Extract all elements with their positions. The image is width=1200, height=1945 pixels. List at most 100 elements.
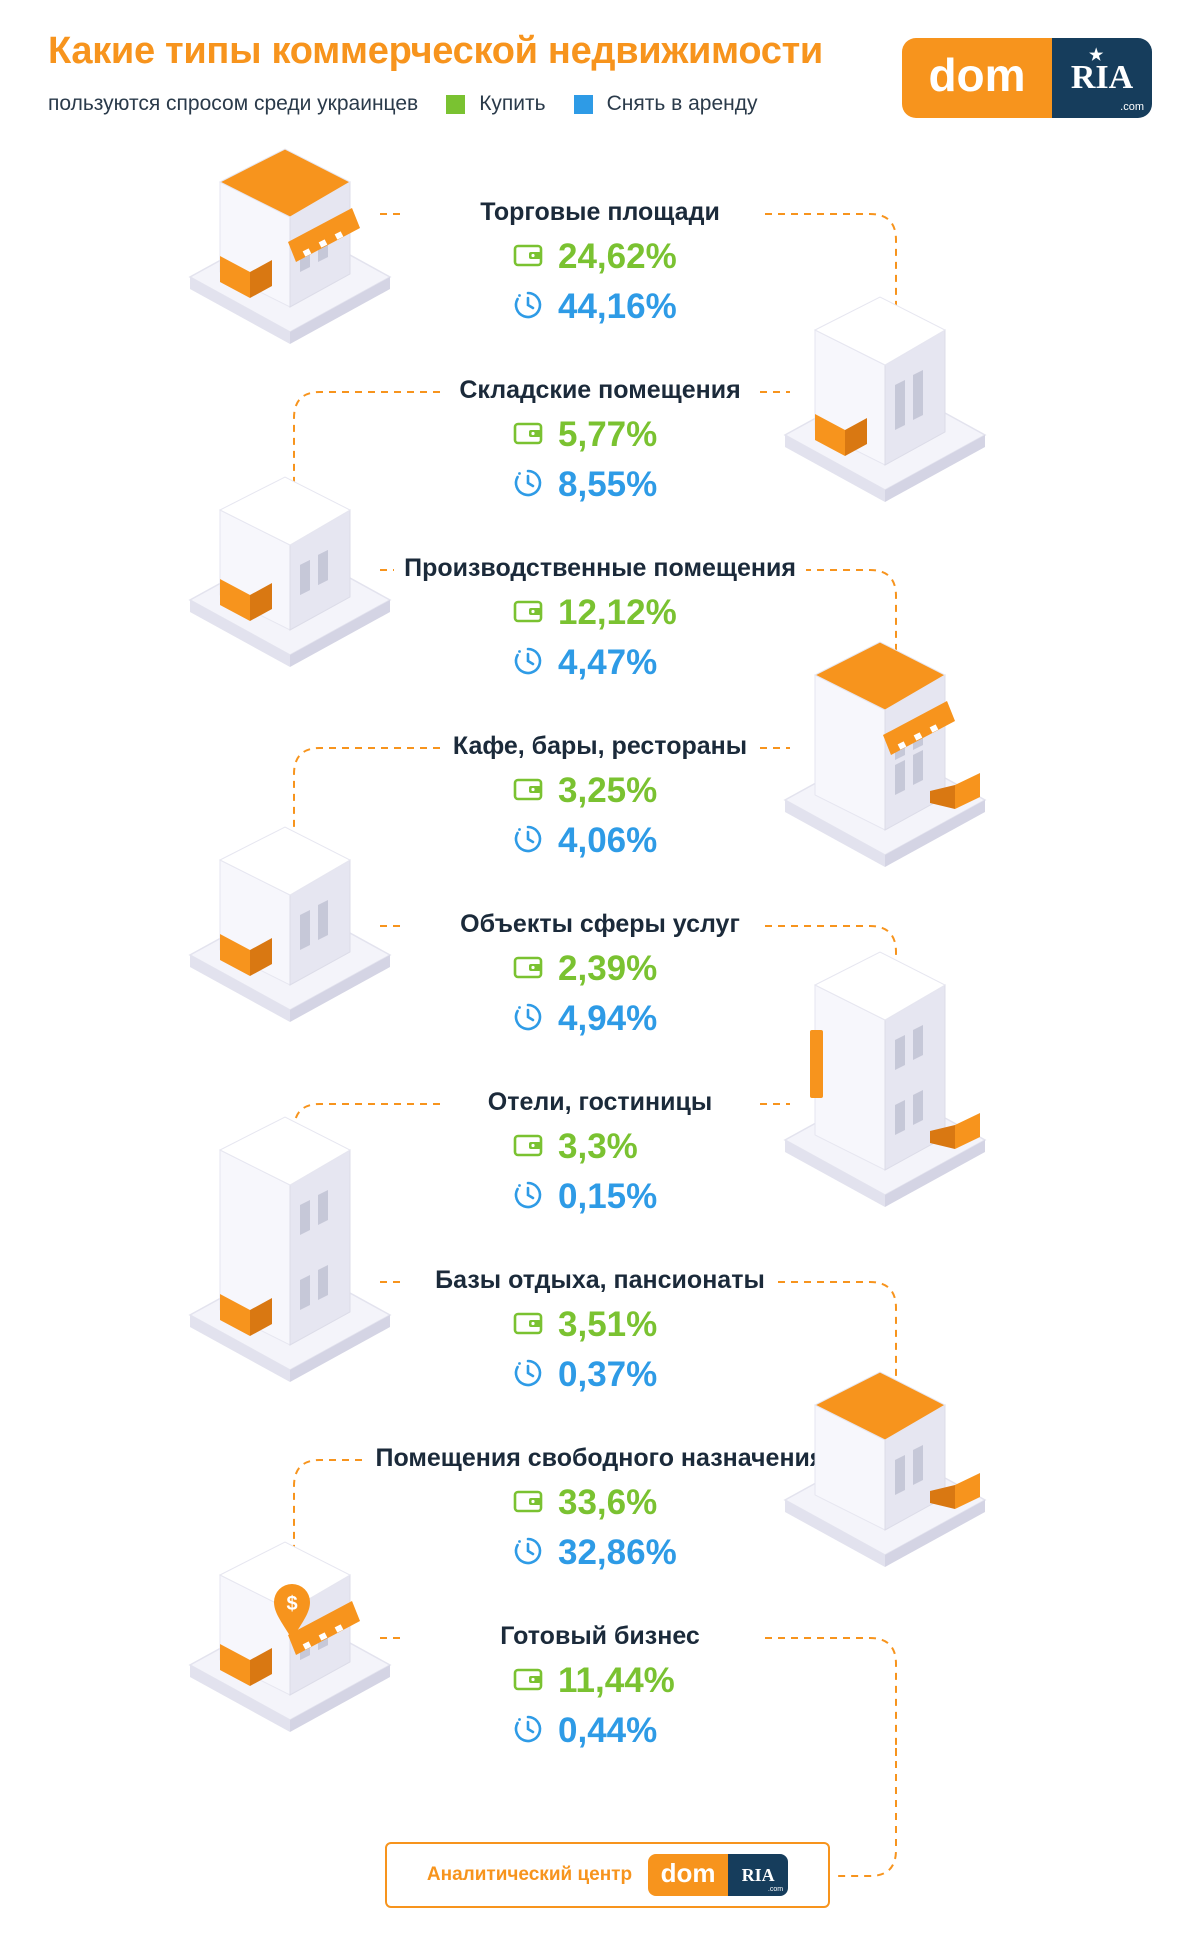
category-row: Отели, гостиницы 3,3% 0,15% [350,1088,850,1217]
rent-value-row: 4,47% [350,643,850,683]
wallet-icon [512,775,544,808]
logo-com-text: .com [1120,101,1144,113]
location-pin-icon: $ [272,1582,312,1645]
rent-percent: 0,44% [558,1711,658,1750]
clock-icon [512,1357,544,1394]
buy-value-row: 3,25% [350,771,850,811]
category-row: Базы отдыха, пансионаты 3,51% 0,37% [350,1266,850,1395]
category-label: Торговые площади [470,198,730,227]
rent-value-row: 0,37% [350,1355,850,1395]
hotel-icon [775,925,995,1230]
wallet-icon [512,597,544,630]
clock-icon [512,1179,544,1216]
wallet-icon [512,953,544,986]
service-building-icon [180,800,400,1045]
category-label: Кафе, бары, рестораны [442,732,758,761]
category-label: Складские помещения [449,376,751,405]
legend-swatch-buy [446,94,466,114]
clock-icon [512,645,544,682]
footer-logo-dom: dom [648,1854,729,1896]
buy-percent: 3,3% [558,1127,638,1166]
rent-percent: 44,16% [558,287,677,326]
category-label: Отели, гостиницы [477,1088,723,1117]
rent-percent: 4,06% [558,821,658,860]
rent-value-row: 4,06% [350,821,850,861]
page-subtitle: пользуются спросом среди украинцев [48,92,419,115]
category-label: Объекты сферы услуг [450,910,750,939]
category-label: Готовый бизнес [490,1622,710,1651]
rent-percent: 4,47% [558,643,658,682]
subtitle-row: пользуются спросом среди украинцев Купит… [48,92,758,116]
category-row: Складские помещения 5,77% 8,55% [350,376,850,505]
rent-percent: 0,15% [558,1177,658,1216]
wallet-icon [512,419,544,452]
buy-value-row: 3,51% [350,1305,850,1345]
footer-logo: dom RIA .com [648,1854,789,1896]
rent-percent: 32,86% [558,1533,677,1572]
footer-text: Аналитический центр [426,1864,633,1885]
legend-item-rent: Снять в аренду [573,92,758,116]
buy-value-row: 24,62% [350,237,850,277]
rent-percent: 4,94% [558,999,658,1038]
category-label: Помещения свободного назначения [365,1444,835,1473]
category-row: Кафе, бары, рестораны 3,25% 4,06% [350,732,850,861]
category-label: Базы отдыха, пансионаты [425,1266,775,1295]
domria-logo: dom ★ RIA .com [902,38,1152,118]
buy-value-row: 33,6% [350,1483,850,1523]
page-title: Какие типы коммерческой недвижимости [48,30,823,72]
buy-percent: 2,39% [558,949,658,988]
buy-percent: 24,62% [558,237,677,276]
wallet-icon [512,241,544,274]
buy-value-row: 2,39% [350,949,850,989]
buy-value-row: 3,3% [350,1127,850,1167]
category-row: Помещения свободного назначения 33,6% 32,8… [350,1444,850,1573]
buy-percent: 12,12% [558,593,677,632]
buy-value-row: 5,77% [350,415,850,455]
shop-icon [180,122,400,367]
rent-value-row: 8,55% [350,465,850,505]
category-row: Производственные помещения 12,12% 4,47% [350,554,850,683]
buy-percent: 33,6% [558,1483,658,1522]
rent-percent: 8,55% [558,465,658,504]
wallet-icon [512,1131,544,1164]
category-row: Готовый бизнес 11,44% 0,44% [350,1622,850,1751]
clock-icon [512,467,544,504]
buy-percent: 3,51% [558,1305,658,1344]
resort-icon [180,1090,400,1405]
warehouse-icon [775,270,995,525]
footer-logo-ria-text: RIA [741,1864,775,1885]
clock-icon [512,1001,544,1038]
wallet-icon [512,1665,544,1698]
footer-badge: Аналитический центр dom RIA .com [385,1842,830,1908]
legend-label-buy: Купить [479,92,546,115]
clock-icon [512,823,544,860]
rent-value-row: 44,16% [350,287,850,327]
logo-ria-text: RIA [1070,59,1134,96]
buy-value-row: 11,44% [350,1661,850,1701]
svg-text:$: $ [286,1593,297,1615]
legend-swatch-rent [573,94,593,114]
rent-value-row: 32,86% [350,1533,850,1573]
factory-icon [180,450,400,690]
legend-label-rent: Снять в аренду [606,92,758,115]
footer-logo-com: .com [767,1886,784,1893]
category-row: Торговые площади 24,62% 44,16% [350,198,850,327]
logo-dom-text: dom [902,38,1052,118]
rent-value-row: 0,15% [350,1177,850,1217]
hotel-sign-icon [810,1030,823,1098]
cafe-icon [775,615,995,890]
wallet-icon [512,1487,544,1520]
buy-value-row: 12,12% [350,593,850,633]
ready-business-icon [180,1515,400,1755]
category-row: Объекты сферы услуг 2,39% 4,94% [350,910,850,1039]
free-use-building-icon [775,1345,995,1590]
category-label: Производственные помещения [394,554,806,583]
rent-percent: 0,37% [558,1355,658,1394]
logo-star-icon: ★ [1089,47,1104,64]
footer-logo-ria: RIA .com [728,1854,789,1896]
clock-icon [512,1535,544,1572]
rent-value-row: 4,94% [350,999,850,1039]
rent-value-row: 0,44% [350,1711,850,1751]
buy-percent: 3,25% [558,771,658,810]
